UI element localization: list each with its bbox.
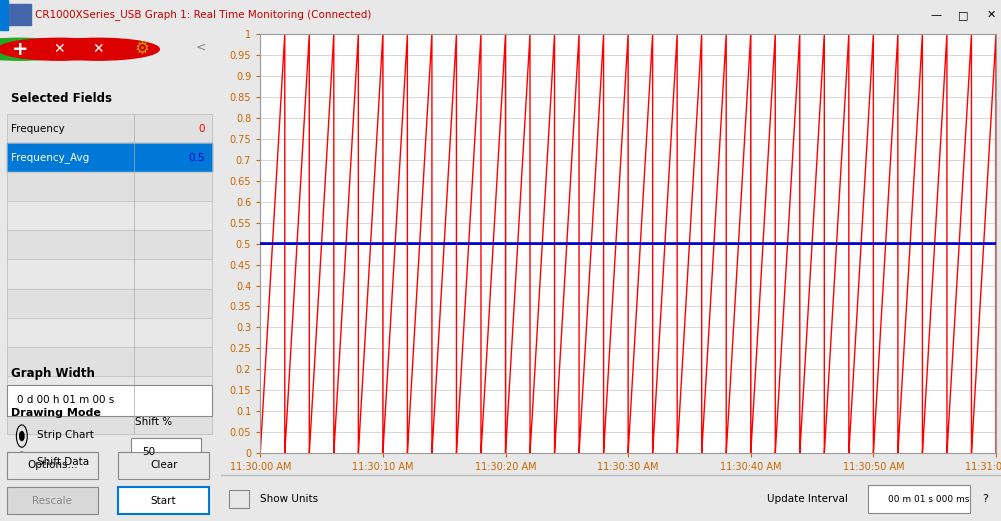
Circle shape [0,39,120,60]
Text: 00 m 01 s 000 ms: 00 m 01 s 000 ms [888,494,969,504]
Text: ✕: ✕ [92,42,104,56]
Bar [9,5,31,25]
Bar [7,202,211,230]
Bar [229,490,248,508]
Bar [7,346,211,376]
Text: ?: ? [982,494,988,504]
Circle shape [0,39,81,60]
Text: +: + [11,40,28,59]
Text: 50: 50 [142,446,155,457]
Text: ✕: ✕ [986,10,996,20]
Bar [0,0,8,30]
Text: Update Interval: Update Interval [767,494,848,504]
Text: —: — [930,10,942,20]
Text: Rescale: Rescale [32,496,72,506]
Text: Options...: Options... [27,460,78,470]
Text: 0 d 00 h 01 m 00 s: 0 d 00 h 01 m 00 s [17,395,115,405]
Bar [7,289,211,318]
Bar [7,259,211,289]
FancyBboxPatch shape [7,384,211,416]
Bar [7,172,211,202]
Bar [7,230,211,259]
Bar [7,114,211,143]
Text: ⚙: ⚙ [134,40,149,58]
Bar [7,346,211,376]
Bar [7,172,211,202]
Bar [7,143,211,172]
Text: 0: 0 [198,124,205,134]
Bar [7,230,211,259]
Text: Shift Data: Shift Data [37,457,89,467]
Text: Frequency_Avg: Frequency_Avg [11,152,89,163]
Bar [7,405,211,434]
Text: Shift %: Shift % [135,417,172,427]
Text: Start: Start [151,496,176,506]
FancyBboxPatch shape [118,488,209,514]
Bar [7,289,211,318]
Bar [7,143,211,172]
FancyBboxPatch shape [7,488,98,514]
Bar [7,202,211,230]
Bar [7,405,211,434]
Circle shape [37,39,159,60]
Text: ✕: ✕ [53,42,65,56]
Bar [7,318,211,346]
Text: □: □ [958,10,968,20]
Text: Clear: Clear [150,460,177,470]
Text: Show Units: Show Units [260,494,318,504]
Bar [7,376,211,405]
FancyBboxPatch shape [118,452,209,478]
Text: Selected Fields: Selected Fields [11,92,112,105]
FancyBboxPatch shape [869,485,970,513]
FancyBboxPatch shape [131,438,201,463]
Circle shape [20,431,24,441]
Text: Frequency: Frequency [11,124,65,134]
Text: Graph Width: Graph Width [11,367,95,380]
Text: CR1000XSeries_USB Graph 1: Real Time Monitoring (Connected): CR1000XSeries_USB Graph 1: Real Time Mon… [35,9,371,20]
Text: 0.5: 0.5 [188,153,205,163]
Bar [7,114,211,143]
Text: <: < [195,41,206,54]
Text: Strip Chart: Strip Chart [37,430,94,440]
Bar [7,376,211,405]
Bar [7,259,211,289]
Text: Drawing Mode: Drawing Mode [11,408,101,418]
FancyBboxPatch shape [7,452,98,478]
Bar [7,318,211,346]
